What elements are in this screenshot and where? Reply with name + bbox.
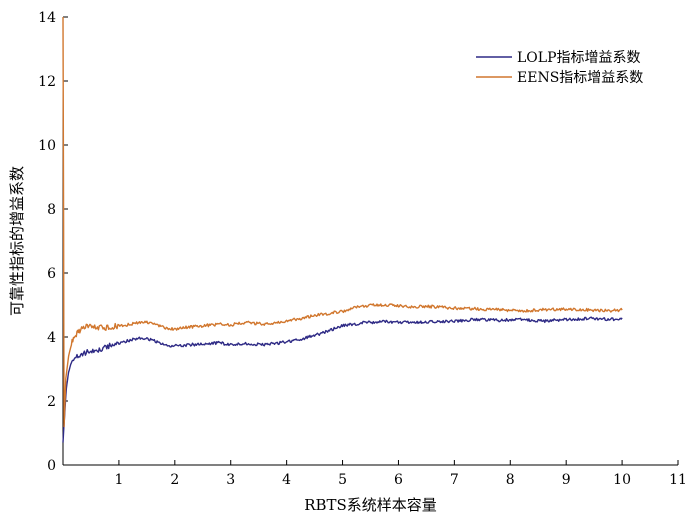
series-line-2 xyxy=(62,16,623,428)
y-tick-label: 10 xyxy=(38,138,56,154)
x-axis-title: RBTS系统样本容量 xyxy=(304,496,437,514)
y-tick-label: 4 xyxy=(47,330,56,346)
x-tick-label: 5 xyxy=(338,472,347,488)
x-tick-label: 7 xyxy=(450,472,459,488)
y-tick-label: 14 xyxy=(38,10,56,26)
y-tick-label: 6 xyxy=(47,266,56,282)
series-line-1 xyxy=(62,316,623,443)
y-tick-label: 0 xyxy=(47,458,56,474)
x-tick-label: 4 xyxy=(282,472,291,488)
x-tick-label: 3 xyxy=(226,472,235,488)
y-tick-label: 8 xyxy=(47,202,56,218)
y-axis-title: 可靠性指标的增益系数 xyxy=(8,166,26,316)
x-tick-label: 1 xyxy=(114,472,123,488)
x-tick-label: 11 xyxy=(669,472,687,488)
legend-label: LOLP指标增益系数 xyxy=(517,50,641,66)
x-tick-label: 2 xyxy=(170,472,179,488)
legend-label: EENS指标增益系数 xyxy=(517,70,643,86)
x-tick-label: 8 xyxy=(506,472,515,488)
legend: LOLP指标增益系数 EENS指标增益系数 xyxy=(476,50,643,86)
y-tick-label: 12 xyxy=(38,74,56,90)
x-tick-label: 6 xyxy=(394,472,403,488)
x-tick-label: 9 xyxy=(562,472,571,488)
x-tick-label: 10 xyxy=(613,472,631,488)
y-tick-label: 2 xyxy=(47,394,56,410)
